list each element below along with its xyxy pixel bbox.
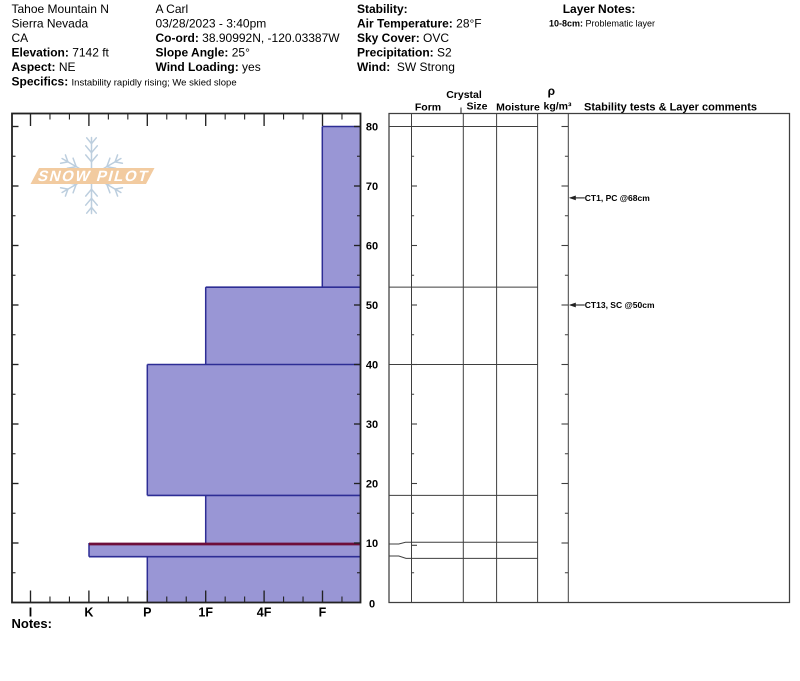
- svg-text:CT1, PC @68cm: CT1, PC @68cm: [585, 193, 650, 203]
- svg-text:ρ: ρ: [548, 84, 555, 98]
- svg-text:Elevation: 7142 ft: Elevation: 7142 ft: [12, 46, 110, 60]
- svg-text:Air Temperature: 28°F: Air Temperature: 28°F: [357, 17, 482, 31]
- svg-text:03/28/2023 - 3:40pm: 03/28/2023 - 3:40pm: [156, 17, 267, 31]
- svg-text:20: 20: [366, 479, 378, 491]
- svg-text:Layer Notes:: Layer Notes:: [563, 2, 636, 16]
- svg-text:Form: Form: [415, 101, 441, 113]
- svg-text:70: 70: [366, 181, 378, 193]
- svg-text:1F: 1F: [198, 606, 213, 620]
- svg-text:Size: Size: [466, 101, 487, 113]
- svg-text:Stability:: Stability:: [357, 2, 408, 16]
- svg-text:Specifics: Instability rapidly: Specifics: Instability rapidly rising; W…: [12, 75, 237, 89]
- svg-text:Wind: SW Strong: Wind: SW Strong: [357, 60, 455, 74]
- svg-text:30: 30: [366, 419, 378, 431]
- svg-text:Crystal: Crystal: [446, 89, 482, 101]
- svg-text:Slope Angle: 25°: Slope Angle: 25°: [156, 46, 251, 60]
- svg-text:80: 80: [366, 122, 378, 134]
- svg-text:Notes:: Notes:: [12, 616, 52, 631]
- svg-text:Aspect: NE: Aspect: NE: [12, 60, 76, 74]
- svg-text:Sky Cover: OVC: Sky Cover: OVC: [357, 31, 449, 45]
- svg-text:K: K: [84, 606, 93, 620]
- svg-text:10: 10: [366, 538, 378, 550]
- svg-text:Co-ord: 38.90992N, -120.03387W: Co-ord: 38.90992N, -120.03387W: [156, 31, 341, 45]
- svg-text:10-8cm: Problematic layer: 10-8cm: Problematic layer: [549, 19, 655, 29]
- svg-text:0: 0: [369, 598, 375, 610]
- svg-text:Stability tests & Layer commen: Stability tests & Layer comments: [584, 102, 757, 114]
- svg-text:Sierra Nevada: Sierra Nevada: [12, 17, 89, 31]
- svg-text:CA: CA: [12, 31, 29, 45]
- svg-text:4F: 4F: [257, 606, 272, 620]
- svg-text:Moisture: Moisture: [496, 101, 540, 113]
- svg-text:P: P: [143, 606, 151, 620]
- svg-text:CT13, SC @50cm: CT13, SC @50cm: [585, 300, 655, 310]
- svg-text:SNOW PILOT: SNOW PILOT: [36, 168, 151, 185]
- svg-text:40: 40: [366, 360, 378, 372]
- svg-text:F: F: [319, 606, 327, 620]
- svg-text:A Carl: A Carl: [156, 2, 189, 16]
- svg-text:Precipitation: S2: Precipitation: S2: [357, 46, 452, 60]
- svg-text:Tahoe Mountain N: Tahoe Mountain N: [12, 2, 109, 16]
- svg-text:I: I: [29, 606, 32, 620]
- svg-text:60: 60: [366, 241, 378, 253]
- svg-text:50: 50: [366, 300, 378, 312]
- svg-text:Wind Loading: yes: Wind Loading: yes: [156, 60, 261, 74]
- svg-text:kg/m³: kg/m³: [543, 101, 572, 113]
